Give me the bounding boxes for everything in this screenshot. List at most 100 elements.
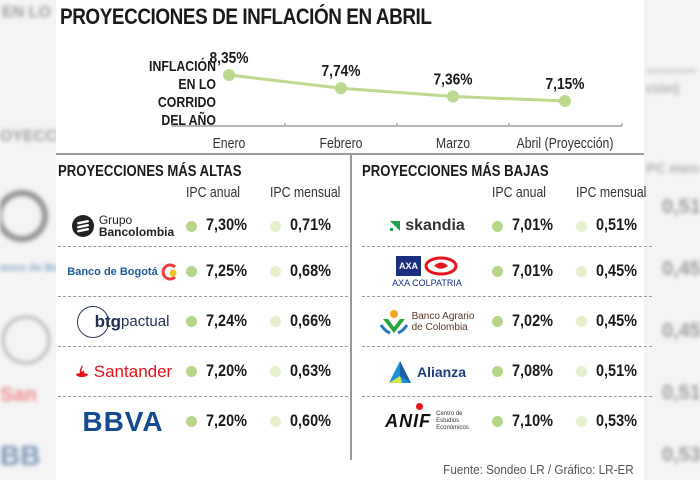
logo-text: de Colombia <box>411 321 468 333</box>
section-lowest-projections: PROYECCIONES MÁS BAJAS IPC anual IPC men… <box>362 160 652 446</box>
ipc-annual-value: 7,02% <box>512 311 553 330</box>
skandia-icon <box>390 221 401 231</box>
ipc-monthly-value: 0,63% <box>290 361 331 380</box>
annual-dot <box>186 366 197 377</box>
y-label-line: DEL AÑO <box>161 112 216 129</box>
logo-text: AXA COLPATRIA <box>392 277 462 288</box>
monthly-dot <box>270 266 281 277</box>
ipc-annual-value: 7,24% <box>206 311 247 330</box>
data-label: 7,74% <box>322 62 361 80</box>
table-row: Santander 7,20% 0,63% <box>58 347 348 397</box>
x-tick-label: Abril (Proyección) <box>517 135 614 151</box>
table-row: Banco de Bogotá 7,25% 0,68% <box>58 247 348 297</box>
data-label: 7,15% <box>546 75 585 93</box>
ipc-monthly-value: 0,51% <box>596 361 637 380</box>
inflation-series-line <box>228 73 566 103</box>
ipc-annual-value: 7,10% <box>512 411 553 430</box>
column-headers: IPC anual IPC mensual <box>58 184 348 206</box>
monthly-dot <box>270 416 281 427</box>
monthly-dot <box>576 416 587 427</box>
annual-dot <box>492 316 503 327</box>
logo-text: Banco de Bogotá <box>67 265 158 278</box>
data-point <box>559 95 571 107</box>
infographic-panel: PROYECCIONES DE INFLACIÓN EN ABRIL INFLA… <box>56 0 652 480</box>
bancolombia-logo: Grupo Bancolombia <box>58 206 188 246</box>
col-header-monthly: IPC mensual <box>270 184 341 201</box>
ipc-annual-value: 7,30% <box>206 215 247 234</box>
annual-dot <box>492 366 503 377</box>
ipc-monthly-value: 0,51% <box>596 215 637 234</box>
col-header-annual: IPC anual <box>492 184 547 201</box>
logo-text: pactual <box>121 313 170 330</box>
logo-text: Estudios <box>436 418 460 424</box>
banco-de-bogota-icon <box>161 263 177 280</box>
axa-mark: AXA <box>395 255 421 276</box>
logo-text: Banco Agrario <box>411 310 475 322</box>
annual-dot <box>186 416 197 427</box>
section-highest-projections: PROYECCIONES MÁS ALTAS IPC anual IPC men… <box>58 160 348 446</box>
alianza-triangle-icon <box>388 360 411 383</box>
table-row: Banco Agrario de Colombia 7,02% 0,45% <box>362 297 652 347</box>
page-title: PROYECCIONES DE INFLACIÓN EN ABRIL <box>60 4 432 29</box>
logo-text: Grupo <box>98 213 133 227</box>
data-label: 7,36% <box>434 71 473 89</box>
logo-text: Santander <box>93 361 173 381</box>
colpatria-swirl-icon <box>424 256 458 275</box>
anif-logo: ANIF Centro de Estudios Económicos <box>362 397 492 446</box>
logo-text: BBVA <box>82 405 164 437</box>
ipc-annual-value: 7,20% <box>206 411 247 430</box>
y-label-line: EN LO CORRIDO <box>157 76 216 111</box>
table-row: btg pactual 7,24% 0,66% <box>58 297 348 347</box>
ipc-monthly-value: 0,53% <box>596 411 637 430</box>
table-row: Alianza 7,08% 0,51% <box>362 347 652 397</box>
background-blur-left: EN LO OYECCI anco de Bo San BB <box>0 0 60 480</box>
y-label-line: INFLACIÓN <box>149 58 216 75</box>
santander-logo: Santander <box>58 347 188 396</box>
logo-text: Bancolombia <box>98 225 175 239</box>
skandia-logo: skandia <box>362 206 492 246</box>
source-credit: Fuente: Sondeo LR / Gráfico: LR-ER <box>443 462 634 477</box>
column-headers: IPC anual IPC mensual <box>362 184 652 206</box>
logo-text: Centro de <box>436 411 463 417</box>
annual-dot <box>492 416 503 427</box>
banco-de-bogota-logo: Banco de Bogotá <box>58 247 188 296</box>
monthly-dot <box>576 366 587 377</box>
ipc-annual-value: 7,01% <box>512 215 553 234</box>
inflation-line-chart: 8,35% 7,74% 7,36% 7,15% Enero Febrero Marzo Ab… <box>171 49 623 151</box>
banco-agrario-icon <box>379 309 408 334</box>
x-tick-label: Enero <box>213 135 246 151</box>
btg-pactual-logo: btg pactual <box>58 297 188 346</box>
bancolombia-icon <box>71 215 94 237</box>
axa-colpatria-logo: AXA AXA COLPATRIA <box>362 247 492 296</box>
ipc-monthly-value: 0,45% <box>596 311 637 330</box>
anif-red-dot-icon <box>416 403 424 410</box>
background-blur-right: ción) PC mensu 0,51 0,45 0,45 0,51 0,53 <box>640 0 700 480</box>
x-tick-label: Febrero <box>319 135 362 151</box>
chart-y-label: INFLACIÓN EN LO CORRIDO DEL AÑO <box>118 58 216 130</box>
monthly-dot <box>576 266 587 277</box>
annual-dot <box>186 316 197 327</box>
logo-text: Económicos <box>436 425 469 431</box>
col-header-monthly: IPC mensual <box>576 184 647 201</box>
monthly-dot <box>270 221 281 232</box>
bbva-logo: BBVA <box>58 397 188 446</box>
data-label: 8,35% <box>210 49 249 67</box>
ipc-monthly-value: 0,60% <box>290 411 331 430</box>
ipc-monthly-value: 0,71% <box>290 215 331 234</box>
ipc-annual-value: 7,08% <box>512 361 553 380</box>
ipc-monthly-value: 0,45% <box>596 261 637 280</box>
ipc-annual-value: 7,01% <box>512 261 553 280</box>
data-point <box>223 69 235 81</box>
ipc-annual-value: 7,20% <box>206 361 247 380</box>
annual-dot <box>186 221 197 232</box>
monthly-dot <box>270 316 281 327</box>
table-row: Grupo Bancolombia 7,30% 0,71% <box>58 206 348 247</box>
x-tick-label: Marzo <box>436 135 470 151</box>
santander-flame-icon <box>75 364 88 377</box>
vertical-divider <box>350 154 352 460</box>
logo-text: skandia <box>405 217 465 234</box>
data-point <box>447 90 459 103</box>
section-title: PROYECCIONES MÁS BAJAS <box>362 163 549 180</box>
logo-text: Alianza <box>416 363 466 380</box>
annual-dot <box>186 266 197 277</box>
